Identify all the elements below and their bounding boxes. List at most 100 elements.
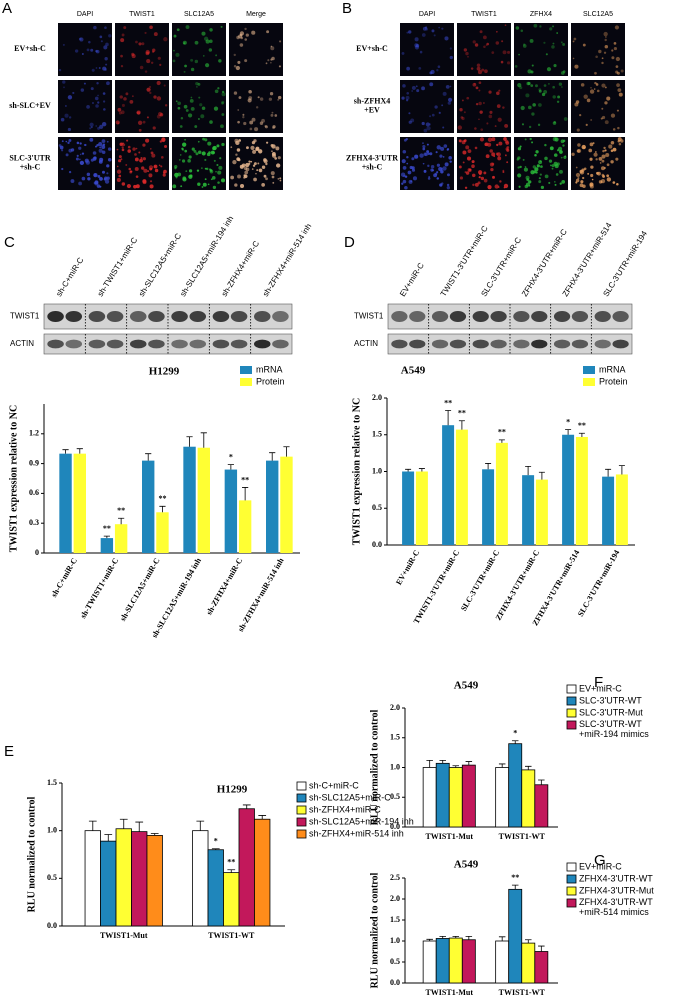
cell xyxy=(136,110,141,115)
cell xyxy=(237,174,241,179)
micrograph xyxy=(571,23,625,76)
cell xyxy=(242,115,245,119)
x-tick-label: sh-SLC12A5+miR-C xyxy=(118,556,162,622)
cell xyxy=(279,40,282,43)
cell xyxy=(539,173,542,176)
cell xyxy=(217,170,222,175)
cell xyxy=(491,137,496,142)
legend-swatch xyxy=(583,366,595,374)
cell xyxy=(272,181,275,184)
cell xyxy=(487,184,492,190)
cell xyxy=(178,158,181,161)
cell xyxy=(94,96,99,101)
cell xyxy=(190,67,195,72)
legend-swatch xyxy=(566,862,577,872)
blot-band xyxy=(571,311,589,322)
cell xyxy=(605,36,607,38)
bar xyxy=(59,453,72,553)
micrograph xyxy=(457,23,511,76)
cell xyxy=(615,65,619,68)
cell xyxy=(99,176,103,181)
cell xyxy=(102,92,106,95)
y-axis-label: RLU normalized to control xyxy=(369,872,380,988)
cell xyxy=(557,95,561,99)
cell xyxy=(522,158,525,161)
x-tick-label: ZFHX4-3'UTR+miR-514 xyxy=(531,548,582,627)
cell xyxy=(63,86,65,89)
cell xyxy=(172,184,177,189)
blot-band xyxy=(189,339,207,349)
cell xyxy=(596,89,600,93)
bar xyxy=(495,767,510,828)
cell xyxy=(618,92,623,97)
cell xyxy=(525,93,530,98)
cell xyxy=(527,81,531,86)
cell xyxy=(239,183,245,189)
cell xyxy=(205,39,210,44)
panel-letter: B xyxy=(342,0,352,17)
cell xyxy=(201,106,206,110)
cell xyxy=(218,59,222,63)
cell xyxy=(534,154,537,157)
cell xyxy=(519,165,522,169)
cell xyxy=(213,159,216,162)
cell xyxy=(479,30,483,34)
legend-label: sh-SLC12A5+miR-194 inh xyxy=(309,816,414,826)
cell xyxy=(160,165,163,168)
cell xyxy=(551,167,554,170)
cell xyxy=(79,153,82,156)
cell xyxy=(520,105,525,111)
cell xyxy=(529,39,534,43)
cell xyxy=(598,49,602,54)
cell xyxy=(277,178,280,180)
cell xyxy=(164,144,168,149)
cell xyxy=(472,82,477,87)
bar xyxy=(266,460,279,553)
cell xyxy=(103,108,106,111)
bar xyxy=(615,474,628,545)
cell xyxy=(427,152,430,155)
cell xyxy=(95,145,97,148)
bar xyxy=(402,471,415,545)
lane-label: sh-SLC12A5+miR-C xyxy=(137,232,183,299)
cell xyxy=(243,121,247,126)
cell xyxy=(212,185,217,190)
cell xyxy=(263,158,267,162)
cell xyxy=(150,61,154,65)
bar xyxy=(84,830,101,927)
legend-swatch xyxy=(566,886,577,896)
cell xyxy=(205,63,210,68)
cell xyxy=(504,154,507,157)
blot-band xyxy=(47,339,64,349)
cell xyxy=(238,96,242,100)
cell xyxy=(88,40,91,44)
cell xyxy=(220,25,223,28)
cell xyxy=(219,157,222,160)
cell xyxy=(534,167,539,172)
cell xyxy=(556,162,560,166)
lane-label: EV+miR-C xyxy=(398,261,426,298)
cell xyxy=(441,104,444,107)
cell xyxy=(152,126,156,130)
cell xyxy=(183,70,186,73)
cell xyxy=(245,33,249,37)
chart-title: H1299 xyxy=(217,784,248,796)
cell xyxy=(430,69,435,74)
cell xyxy=(58,68,62,72)
cell xyxy=(240,36,244,40)
cell xyxy=(153,32,158,37)
cell xyxy=(422,142,424,145)
cell xyxy=(485,154,490,159)
cell xyxy=(425,27,429,31)
cell xyxy=(402,166,407,170)
cell xyxy=(411,166,415,170)
cell xyxy=(145,51,150,56)
legend-label: ZFHX4-3'UTR-WT +miR-514 mimics xyxy=(579,897,653,917)
cell xyxy=(149,85,152,89)
cell xyxy=(603,146,606,150)
blot-band xyxy=(230,339,248,349)
blot-band xyxy=(212,311,230,322)
cell xyxy=(472,173,476,178)
cell xyxy=(610,113,616,118)
cell xyxy=(84,158,89,163)
